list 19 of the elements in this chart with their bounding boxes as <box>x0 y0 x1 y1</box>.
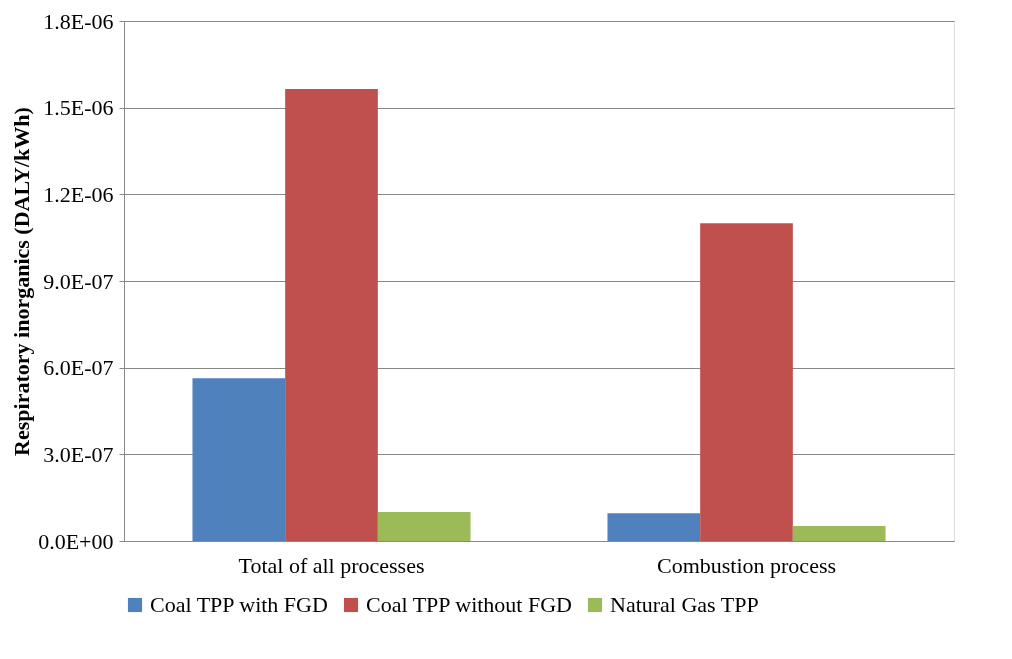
bar <box>607 513 701 541</box>
y-tick-label: 1.8E-06 <box>43 8 114 34</box>
y-tick-label: 3.0E-07 <box>43 441 114 467</box>
y-tick-label: 1.5E-06 <box>43 95 114 121</box>
bar <box>377 512 471 541</box>
x-tick-label: Combustion process <box>656 552 837 578</box>
bar <box>285 88 378 541</box>
bar <box>700 223 793 541</box>
legend-label: Natural Gas TPP <box>610 592 759 617</box>
bar <box>192 378 286 541</box>
y-axis-title: Respiratory inorganics (DALY/kWh) <box>9 107 35 456</box>
y-tick-label: 9.0E-07 <box>43 268 114 294</box>
y-tick-label: 0.0E+00 <box>38 528 114 554</box>
bar <box>792 525 886 541</box>
legend-label: Coal TPP with FGD <box>150 592 328 617</box>
y-tick-label: 1.2E-06 <box>43 181 114 207</box>
legend-label: Coal TPP without FGD <box>366 592 572 617</box>
y-tick-label: 6.0E-07 <box>43 355 114 381</box>
x-tick-label: Total of all processes <box>238 552 425 578</box>
